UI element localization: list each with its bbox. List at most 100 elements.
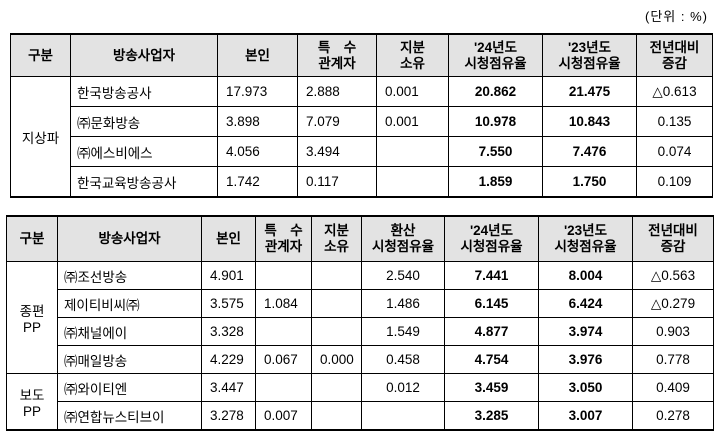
- table-row: ㈜채널에이 3.328 1.549 4.877 3.974 0.903: [7, 317, 714, 346]
- converted-share: 0.012: [361, 373, 445, 402]
- column-header: 환산 시청점유율: [361, 215, 445, 262]
- equity-share: [376, 166, 449, 198]
- equity-share: [311, 317, 362, 346]
- equity-share: [311, 261, 362, 290]
- own-share: 4.229: [201, 345, 256, 374]
- share-2023: 10.843: [542, 106, 637, 137]
- converted-share: 1.549: [361, 317, 445, 346]
- table-row: ㈜문화방송 3.898 7.079 0.001 10.978 10.843 0.135: [11, 106, 713, 137]
- related-party-share: [255, 261, 312, 290]
- table-header-row: 구분 방송사업자 본인 특 수 관계자 지분 소유 환산 시청점유율 '24년도 시청점유율 '23년…: [6, 215, 714, 262]
- share-2023: 3.976: [538, 345, 633, 374]
- column-header: 방송사업자: [57, 215, 202, 262]
- yoy-change: △0.279: [632, 289, 714, 318]
- broadcaster-name: 제이티비씨㈜: [57, 289, 202, 318]
- share-2023: 21.475: [542, 76, 637, 107]
- yoy-change: 0.109: [636, 166, 713, 198]
- converted-share: 1.486: [361, 289, 445, 318]
- equity-share: 0.000: [311, 345, 362, 374]
- related-party-share: 7.079: [297, 106, 377, 137]
- converted-share: 2.540: [361, 261, 445, 290]
- own-share: 4.056: [217, 136, 298, 167]
- column-header: '24년도 시청점유율: [444, 215, 539, 262]
- share-2023: 3.050: [538, 373, 633, 402]
- own-share: 3.328: [201, 317, 256, 346]
- equity-share: [311, 289, 362, 318]
- share-2024: 4.754: [444, 345, 539, 374]
- column-header: 방송사업자: [70, 33, 218, 77]
- yoy-change: 0.135: [636, 106, 713, 137]
- table-row: 한국교육방송공사 1.742 0.117 1.859 1.750 0.109: [10, 166, 713, 198]
- share-2024: 1.859: [448, 166, 543, 198]
- converted-share: [361, 401, 445, 431]
- table-row: 종편 PP ㈜조선방송 4.901 2.540 7.441 8.004 △0.563: [6, 261, 714, 374]
- related-party-share: 0.007: [255, 401, 312, 431]
- own-share: 3.278: [201, 401, 256, 431]
- yoy-change: △0.563: [632, 261, 714, 290]
- share-2024: 7.441: [444, 261, 539, 290]
- column-header: 전년대비 증감: [636, 33, 713, 77]
- table-row: 보도 PP ㈜와이티엔 3.447 0.012 3.459 3.050 0.409: [6, 373, 714, 431]
- table-row: ㈜에스비에스 4.056 3.494 7.550 7.476 0.074: [11, 136, 713, 167]
- yoy-change: 0.278: [632, 401, 714, 431]
- broadcaster-name: ㈜연합뉴스티브이: [57, 401, 202, 431]
- unit-note: (단위 : %): [645, 9, 708, 24]
- yoy-change: 0.778: [632, 345, 714, 374]
- own-share: 17.973: [217, 76, 298, 107]
- own-share: 4.901: [201, 261, 256, 290]
- share-2023: 3.007: [538, 401, 633, 431]
- share-2024: 7.550: [448, 136, 543, 167]
- own-share: 3.575: [201, 289, 256, 318]
- related-party-share: 2.888: [297, 76, 377, 107]
- category-cell: 보도 PP: [6, 373, 58, 431]
- own-share: 3.898: [217, 106, 298, 137]
- equity-share: [376, 136, 449, 167]
- table-header-row: 구분 방송사업자 본인 특 수 관계자 지분 소유 '24년도 시청점유율 '23년도 시청점유율 전…: [10, 33, 713, 77]
- converted-share: 0.458: [361, 345, 445, 374]
- broadcaster-name: ㈜와이티엔: [57, 373, 202, 402]
- share-2024: 6.145: [444, 289, 539, 318]
- terrestrial-broadcast-table: 구분 방송사업자 본인 특 수 관계자 지분 소유 '24년도 시청점유율 '23년도 시청점유율 전…: [10, 33, 713, 198]
- table-row: ㈜연합뉴스티브이 3.278 0.007 3.285 3.007 0.278: [6, 401, 714, 431]
- column-header: '23년도 시청점유율: [538, 215, 633, 262]
- broadcaster-name: ㈜매일방송: [57, 345, 202, 374]
- pp-broadcast-table: 구분 방송사업자 본인 특 수 관계자 지분 소유 환산 시청점유율 '24년도 시청점유율 '23년…: [6, 215, 714, 431]
- column-header: 본인: [201, 215, 256, 262]
- related-party-share: [255, 317, 312, 346]
- related-party-share: 3.494: [297, 136, 377, 167]
- column-header: 지분 소유: [376, 33, 449, 77]
- yoy-change: 0.903: [632, 317, 714, 346]
- own-share: 1.742: [217, 166, 298, 198]
- yoy-change: 0.409: [632, 373, 714, 402]
- column-header: 전년대비 증감: [632, 215, 714, 262]
- share-2024: 10.978: [448, 106, 543, 137]
- related-party-share: [255, 373, 312, 402]
- column-header: 지분 소유: [311, 215, 362, 262]
- table-row: 제이티비씨㈜ 3.575 1.084 1.486 6.145 6.424 △0.279: [7, 289, 714, 318]
- equity-share: [311, 373, 362, 402]
- column-header: 구분: [6, 215, 58, 262]
- share-2024: 20.862: [448, 76, 543, 107]
- equity-share: 0.001: [376, 106, 449, 137]
- broadcaster-name: ㈜채널에이: [57, 317, 202, 346]
- column-header: '24년도 시청점유율: [448, 33, 543, 77]
- share-2023: 7.476: [542, 136, 637, 167]
- column-header: 특 수 관계자: [255, 215, 312, 262]
- category-cell: 종편 PP: [6, 261, 58, 374]
- broadcaster-name: 한국방송공사: [70, 76, 218, 107]
- column-header: '23년도 시청점유율: [542, 33, 637, 77]
- column-header: 본인: [217, 33, 298, 77]
- share-2024: 4.877: [444, 317, 539, 346]
- equity-share: 0.001: [376, 76, 449, 107]
- broadcaster-name: ㈜조선방송: [57, 261, 202, 290]
- equity-share: [311, 401, 362, 431]
- related-party-share: 1.084: [255, 289, 312, 318]
- yoy-change: 0.074: [636, 136, 713, 167]
- share-2023: 3.974: [538, 317, 633, 346]
- share-2024: 3.285: [444, 401, 539, 431]
- broadcaster-name: ㈜에스비에스: [70, 136, 218, 167]
- related-party-share: 0.067: [255, 345, 312, 374]
- table-row: ㈜매일방송 4.229 0.067 0.000 0.458 4.754 3.976 0.778: [7, 345, 714, 374]
- own-share: 3.447: [201, 373, 256, 402]
- share-2023: 1.750: [542, 166, 637, 198]
